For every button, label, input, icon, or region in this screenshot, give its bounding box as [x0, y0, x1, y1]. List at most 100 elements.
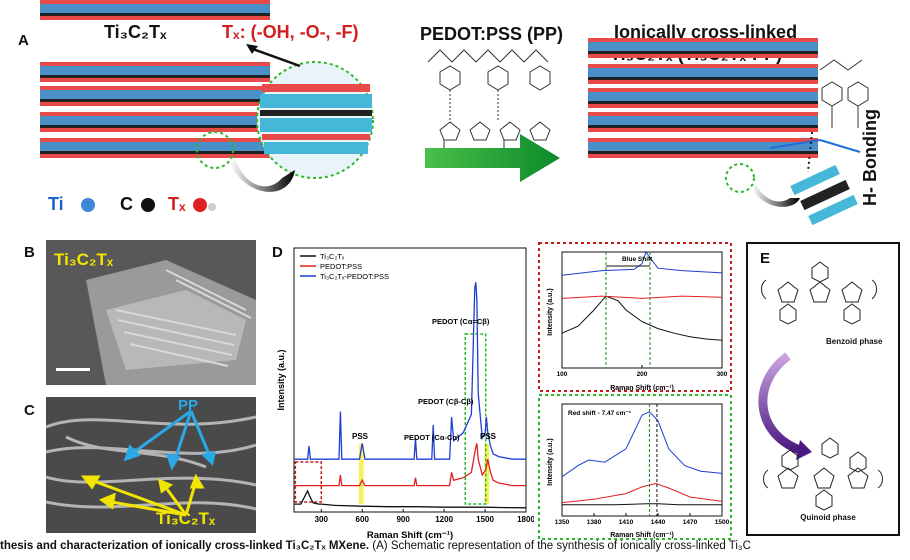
atom-rows [260, 84, 372, 154]
inset-high-frame [561, 403, 723, 517]
main-x-axis-label: Raman Shift (cm⁻¹) [367, 530, 453, 540]
pedot-phase-structures [758, 261, 883, 511]
main-plot-frame [293, 247, 527, 513]
pss-chain [819, 59, 869, 128]
legend-c: C [120, 194, 133, 214]
sem-c-mxene-label: Ti₃C₂Tₓ [156, 509, 216, 528]
benzoid-label: Benzoid phase [826, 337, 883, 346]
zoom-box-low [294, 461, 323, 503]
phase-transition-arrow [758, 352, 802, 455]
inset-high-y-label: Intensity (a.u.) [547, 438, 554, 485]
x-tick-label: 1410 [619, 519, 634, 526]
legend-tx: Tₓ [168, 194, 186, 214]
ann-pedot-aa: PEDOT (Cα-Cα) [404, 433, 460, 442]
pss-highlight-band [358, 444, 364, 504]
hbond-line-2 [819, 139, 861, 153]
x-tick-label: 300 [315, 515, 329, 524]
inset-low-x-label: Raman Shift (cm⁻¹) [610, 385, 674, 392]
x-tick-label: 900 [396, 515, 410, 524]
x-tick-label: 1500 [715, 519, 730, 526]
panel-a-schematic [40, 0, 869, 226]
ann-pedot-ab: PEDOT (Cα=Cβ) [432, 317, 490, 326]
inset-low-frame [561, 251, 723, 369]
x-tick-label: 1380 [587, 519, 602, 526]
quinoid-label: Quinoid phase [800, 513, 856, 522]
ti-atom-icon [81, 198, 95, 212]
series-line-ti-c-t [561, 295, 723, 341]
x-tick-label: 1200 [435, 515, 453, 524]
panel-b-label: B [24, 244, 35, 261]
legend-entry-ti-c-t: Ti₃C₂Tₓ [320, 252, 345, 261]
series-line-ti-c-t [294, 489, 527, 509]
panel-d-label: D [272, 244, 283, 261]
series-line-ti-c-t-pedot-pss [294, 282, 526, 460]
panel-a-label: A [18, 32, 29, 49]
x-tick-label: 200 [637, 371, 648, 378]
inset-high-lines [561, 411, 723, 506]
quinoid-structure [763, 437, 883, 511]
inset-high-ticks: 1350 1380 1410 1440 1470 1500 [555, 404, 730, 526]
tx-pointer-arrow [249, 46, 301, 68]
tx-formula: Tₓ: (-OH, -O-, -F) [222, 22, 359, 42]
legend-entry-ti-c-t-pedot-pss: Ti₃C₂Tₓ-PEDOT:PSS [320, 272, 389, 281]
red-shift-label: Red shift - 7.47 cm⁻¹ [568, 410, 631, 417]
panel-c-label: C [24, 402, 35, 419]
reaction-arrow [425, 134, 560, 182]
series-line-pedot-pss [561, 482, 723, 504]
x-tick-label: 1800 [517, 515, 534, 524]
ann-pss-right: PSS [480, 432, 497, 441]
x-tick-label: 600 [356, 515, 370, 524]
sem-b-overlay: Ti₃C₂Tₓ [54, 250, 114, 269]
legend-entry-pedot-pss: PEDOT:PSS [320, 262, 362, 271]
pp-arrows [123, 409, 216, 471]
figure-caption: thesis and characterization of ionically… [0, 540, 910, 560]
mxene-arrows [80, 473, 205, 517]
hbond-line-1 [769, 139, 821, 149]
series-line-ti-c-t-pedot-pss [561, 250, 723, 276]
sem-c-pp-label: PP [178, 397, 199, 414]
x-tick-label: 300 [717, 371, 728, 378]
ann-pedot-bb: PEDOT (Cβ-Cβ) [418, 397, 474, 406]
x-tick-label: 1500 [476, 515, 494, 524]
x-tick-label: 1470 [683, 519, 698, 526]
mxene-layer-stack [40, 0, 270, 20]
series-line-pedot-pss [561, 295, 723, 299]
series-line-ti-c-t [562, 503, 722, 506]
caption-bold: thesis and characterization of ionically… [0, 540, 370, 552]
inset-low-lines [561, 250, 723, 341]
panel-e-label: E [760, 250, 771, 267]
main-series-lines [294, 282, 527, 509]
crosslinked-atoms [790, 164, 858, 226]
zoom-source-circle [196, 131, 234, 169]
main-y-axis-label: Intensity (a.u.) [276, 349, 286, 410]
ann-pss-left: PSS [352, 432, 369, 441]
mxene-title: Ti₃C₂Tₓ [104, 22, 167, 42]
raman-inset-low: 100 200 300 Raman Shift (cm⁻¹) Intensity (… [538, 242, 732, 392]
pedot-pss-molecule [427, 49, 551, 153]
pp-title: PEDOT:PSS (PP) [420, 24, 564, 44]
panel-e-box: E Benzoid phase Quinoid phase [746, 242, 900, 536]
hbond-label-wrap: H- Bonding [860, 96, 882, 206]
hbond-label: H- Bonding [860, 109, 880, 206]
raman-main-chart: 300 600 900 1200 1500 1800 Ti₃C₂TₓPEDOT:PSSTi… [276, 247, 534, 540]
benzoid-structure [761, 261, 877, 325]
crosslinked-title-1: Ionically cross-linked [614, 22, 798, 42]
blue-shift-label: Blue Shift [622, 256, 653, 263]
sem-image-c: PP Ti₃C₂Tₓ [46, 397, 256, 533]
inset-low-ticks: 100 200 300 [557, 252, 728, 378]
legend-ti: Ti [48, 194, 64, 214]
zoom-swoosh [230, 160, 295, 192]
main-x-ticks: 300 600 900 1200 1500 1800 [315, 509, 534, 524]
caption-rest: (A) Schematic representation of the synt… [369, 540, 751, 552]
tx-atom-icon [193, 198, 207, 212]
pss-highlight-band [484, 444, 490, 504]
inset-high-x-label: Raman Shift (cm⁻¹) [610, 532, 674, 539]
sem-c-texture [46, 397, 256, 533]
x-tick-label: 1350 [555, 519, 570, 526]
raman-inset-high: 1350 1380 1410 1440 1470 1500 Raman Shift (cm… [538, 394, 732, 540]
series-line-pedot-pss [294, 443, 526, 487]
sem-image-b: Ti₃C₂Tₓ [46, 240, 256, 385]
x-tick-label: 100 [557, 371, 568, 378]
inset-low-y-label: Intensity (a.u.) [547, 288, 554, 335]
